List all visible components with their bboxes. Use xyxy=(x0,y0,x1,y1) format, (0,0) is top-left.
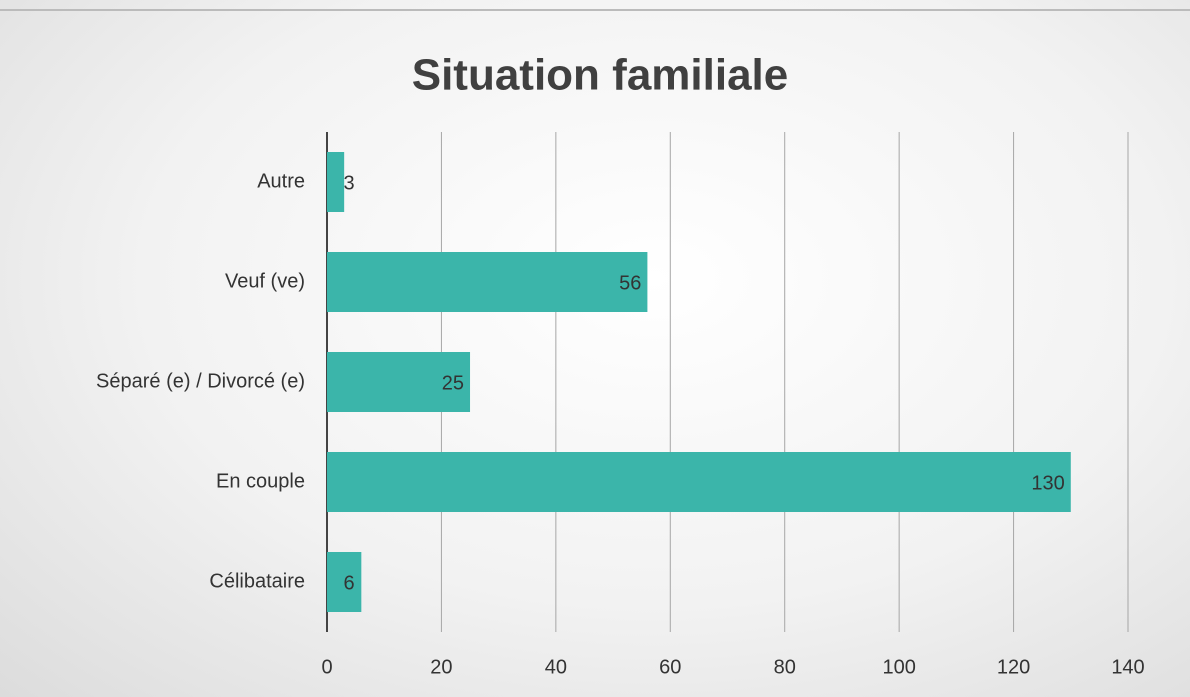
data-label: 130 xyxy=(1031,472,1064,494)
bar xyxy=(327,152,345,212)
y-tick-label: Autre xyxy=(257,170,305,192)
x-tick-label: 100 xyxy=(882,656,915,678)
x-tick-label: 140 xyxy=(1111,656,1144,678)
chart-title: Situation familiale xyxy=(412,51,789,100)
y-tick-label: Veuf (ve) xyxy=(225,270,305,292)
bar xyxy=(327,452,1071,512)
data-label: 56 xyxy=(619,272,641,294)
x-tick-label: 20 xyxy=(430,656,452,678)
bar xyxy=(327,352,471,412)
y-tick-label: Célibataire xyxy=(209,570,305,592)
data-label: 25 xyxy=(442,372,464,394)
data-label: 3 xyxy=(343,172,354,194)
x-tick-label: 40 xyxy=(545,656,567,678)
y-tick-label: En couple xyxy=(216,470,305,492)
data-label: 6 xyxy=(343,572,354,594)
x-tick-label: 0 xyxy=(321,656,332,678)
x-tick-label: 60 xyxy=(659,656,681,678)
bar xyxy=(327,252,648,312)
x-tick-label: 80 xyxy=(774,656,796,678)
x-tick-label: 120 xyxy=(997,656,1030,678)
y-tick-label: Séparé (e) / Divorcé (e) xyxy=(96,370,305,392)
bar xyxy=(327,552,362,612)
